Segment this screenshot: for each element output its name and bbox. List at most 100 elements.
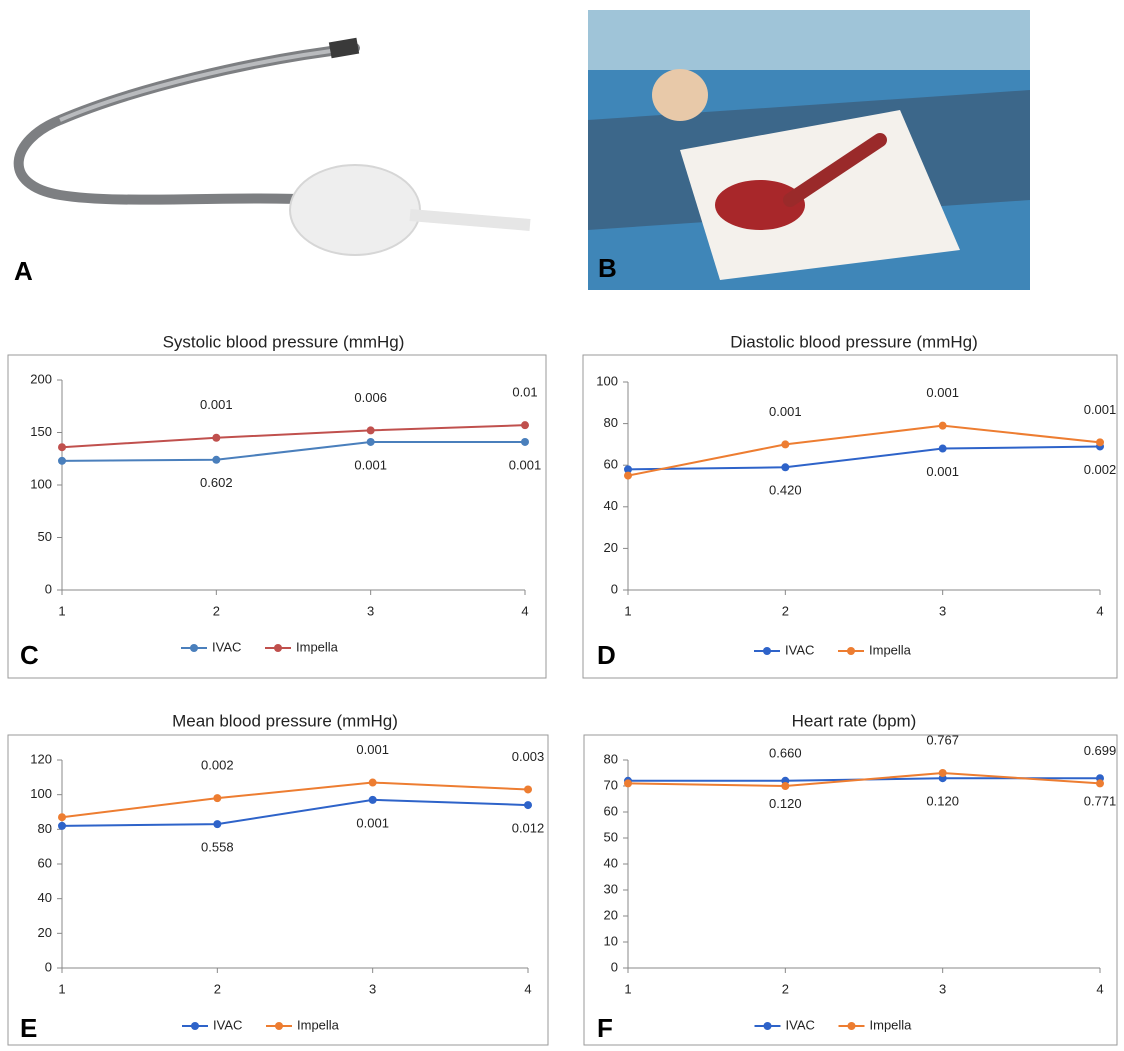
data-point — [369, 796, 377, 804]
y-tick-label: 200 — [30, 371, 52, 386]
p-value-label: 0.003 — [512, 749, 545, 764]
y-tick-label: 100 — [30, 476, 52, 491]
data-point — [58, 813, 66, 821]
y-tick-label: 60 — [604, 803, 618, 818]
legend-label: IVAC — [786, 1017, 815, 1032]
x-tick-label: 2 — [213, 603, 220, 618]
p-value-label: 0.001 — [769, 404, 802, 419]
legend-marker — [848, 1022, 856, 1030]
x-tick-label: 3 — [369, 981, 376, 996]
p-value-label: 0.420 — [769, 483, 802, 498]
y-tick-label: 0 — [611, 581, 618, 596]
p-value-label: 0.001 — [356, 742, 389, 757]
y-tick-label: 0 — [611, 959, 618, 974]
data-point — [781, 463, 789, 471]
data-point — [1096, 779, 1104, 787]
p-value-label: 0.120 — [769, 796, 802, 811]
chart-panel: Mean blood pressure (mmHg)E0204060801001… — [8, 711, 548, 1045]
data-point — [58, 443, 66, 451]
x-tick-label: 2 — [782, 603, 789, 618]
data-point — [213, 794, 221, 802]
p-value-label: 0.699 — [1084, 743, 1117, 758]
panel-label: C — [20, 640, 39, 670]
data-point — [213, 820, 221, 828]
legend-label: Impella — [296, 639, 339, 654]
panel-label: B — [598, 253, 617, 283]
p-value-label: 0.558 — [201, 840, 234, 855]
data-point — [367, 438, 375, 446]
data-point — [369, 779, 377, 787]
y-tick-label: 100 — [30, 786, 52, 801]
p-value-label: 0.006 — [354, 390, 387, 405]
y-tick-label: 20 — [38, 925, 52, 940]
chart-title: Systolic blood pressure (mmHg) — [163, 332, 405, 351]
p-value-label: 0.001 — [354, 457, 387, 472]
data-point — [212, 434, 220, 442]
p-value-label: 0.002 — [201, 758, 234, 773]
chart-title: Diastolic blood pressure (mmHg) — [730, 332, 978, 351]
legend-marker — [763, 647, 771, 655]
panel-label: F — [597, 1013, 613, 1043]
legend-label: Impella — [869, 642, 912, 657]
y-tick-label: 30 — [604, 881, 618, 896]
p-value-label: 0.001 — [926, 385, 959, 400]
data-point — [367, 426, 375, 434]
y-tick-label: 60 — [38, 855, 52, 870]
p-value-label: 0.771 — [1084, 794, 1117, 809]
data-point — [521, 421, 529, 429]
y-tick-label: 70 — [604, 777, 618, 792]
p-value-label: 0.001 — [509, 457, 542, 472]
legend-label: IVAC — [785, 642, 814, 657]
data-point — [1096, 438, 1104, 446]
y-tick-label: 50 — [604, 829, 618, 844]
chart-panel: Systolic blood pressure (mmHg)C050100150… — [8, 332, 546, 678]
chart-frame — [583, 355, 1117, 678]
chart-title: Mean blood pressure (mmHg) — [172, 711, 398, 730]
y-tick-label: 20 — [604, 540, 618, 555]
panel-label: A — [14, 256, 33, 286]
legend-label: IVAC — [213, 1017, 242, 1032]
legend-marker — [191, 1022, 199, 1030]
data-point — [624, 779, 632, 787]
y-tick-label: 80 — [604, 415, 618, 430]
y-tick-label: 0 — [45, 959, 52, 974]
legend-marker — [764, 1022, 772, 1030]
p-value-label: 0.001 — [926, 464, 959, 479]
y-tick-label: 10 — [604, 933, 618, 948]
chart-frame — [8, 735, 548, 1045]
x-tick-label: 2 — [782, 981, 789, 996]
legend-label: Impella — [870, 1017, 913, 1032]
panel-label: D — [597, 640, 616, 670]
y-tick-label: 0 — [45, 581, 52, 596]
chart-panel: Diastolic blood pressure (mmHg) D 0 20 40 60 8… — [583, 332, 1117, 678]
legend-marker — [274, 644, 282, 652]
p-value-label: 0.002 — [1084, 462, 1117, 477]
p-value-label: 0.012 — [512, 821, 545, 836]
x-tick-label: 2 — [214, 981, 221, 996]
x-tick-label: 1 — [58, 603, 65, 618]
legend-label: Impella — [297, 1017, 340, 1032]
x-tick-label: 4 — [521, 603, 528, 618]
y-tick-label: 40 — [604, 498, 618, 513]
photo-b: B — [588, 10, 1030, 290]
data-point — [939, 445, 947, 453]
y-tick-label: 150 — [30, 424, 52, 439]
data-point — [58, 822, 66, 830]
data-point — [521, 438, 529, 446]
data-point — [212, 456, 220, 464]
p-value-label: 0.001 — [356, 815, 389, 830]
y-tick-label: 80 — [604, 751, 618, 766]
data-point — [939, 769, 947, 777]
data-point — [524, 801, 532, 809]
photo-a: A — [0, 0, 560, 295]
legend-marker — [275, 1022, 283, 1030]
x-tick-label: 1 — [58, 981, 65, 996]
data-point — [524, 785, 532, 793]
data-point — [939, 422, 947, 430]
legend-marker — [190, 644, 198, 652]
y-tick-label: 100 — [596, 373, 618, 388]
y-tick-label: 60 — [604, 457, 618, 472]
p-value-label: 0.001 — [200, 397, 233, 412]
x-tick-label: 1 — [624, 981, 631, 996]
